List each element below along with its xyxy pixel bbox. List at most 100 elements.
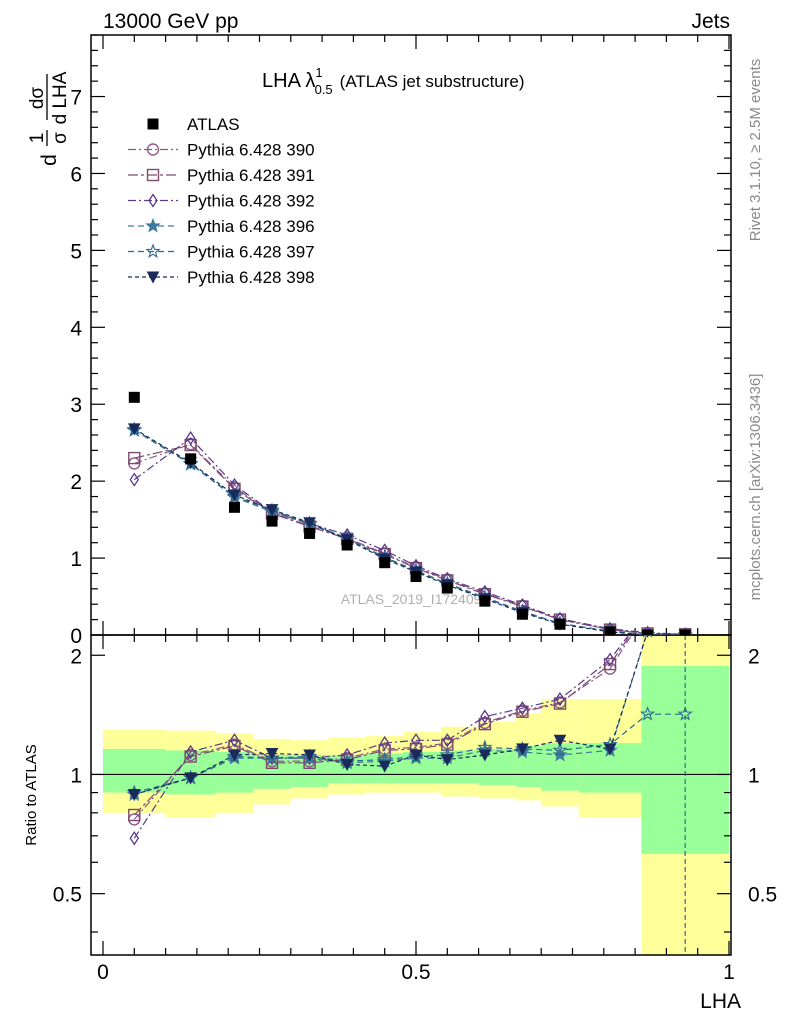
series-point [129,472,140,487]
ratio-series-group [126,635,693,846]
data-point [266,515,278,527]
ratio-point [646,635,650,638]
y-tick-label: 4 [70,317,82,340]
ratio-tick-label: 2 [748,645,760,668]
y-tick-label: 7 [70,87,82,110]
series-point [303,517,316,530]
ratio-point [555,691,565,707]
y-label-den1: σ [50,132,71,144]
ratio-point [516,743,529,756]
legend-marker [146,143,160,156]
ratio-panel-frame [90,634,732,956]
ratio-point [378,760,392,773]
ratio-point [128,813,141,826]
legend-label: Pythia 6.428 392 [187,192,315,211]
y-tick-label: 3 [70,394,82,417]
ratio-uncertainty-bands [91,635,731,955]
ratio-point [265,747,279,761]
ratio-point [677,706,693,721]
chart-title-sub: 0.5 [315,82,333,97]
ratio-point [552,746,568,762]
data-point [185,453,197,465]
ratio-tick-label: 1 [70,764,82,787]
ratio-tick-label: 0.5 [53,884,82,907]
legend-label: Pythia 6.428 396 [187,217,315,236]
data-point [642,629,654,635]
data-point [554,618,566,630]
ratio-point [480,709,490,724]
legend-label: Pythia 6.428 398 [187,268,315,287]
data-point [516,608,528,620]
data-point [604,626,616,635]
y-tick-label: 2 [70,471,82,494]
ratio-point [411,733,421,748]
ratio-point [229,733,240,748]
ratio-point [553,697,567,710]
ratio-point [642,635,653,638]
data-point [410,571,422,583]
x-tick-label: 0.5 [401,961,430,984]
ratio-point [442,733,453,748]
ratio-point [478,749,492,762]
y-label-num2: dσ [27,87,48,110]
series-point [228,489,241,502]
x-tick-label: 0 [97,961,109,984]
ratio-point [264,750,280,765]
header-left: 13000 GeV pp [103,10,238,33]
legend-marker [145,217,161,233]
ratio-point [184,772,197,785]
ratio-point [409,749,423,762]
data-point [228,501,240,513]
watermark: ATLAS_2019_I1724098 [341,591,490,607]
ratio-line [134,635,648,796]
data-point [341,539,353,551]
chart-title-suffix: (ATLAS jet substructure) [340,72,525,91]
series-point [127,423,141,436]
ratio-point [553,734,567,747]
y-tick-label: 0 [70,625,82,648]
legend-marker [147,118,159,130]
side-label-top: Rivet 3.1.10, ≥ 2.5M events [747,59,764,242]
ratio-point [603,743,617,756]
ratio-point [517,701,528,716]
legend-label: Pythia 6.428 391 [187,166,315,185]
data-point [128,391,140,403]
axis-ticks [91,34,731,955]
ratio-point [379,735,390,751]
y-label-prefix1: d [38,154,61,166]
axis-tick-labels: 0 1 2 3 4 5 6 7 0 0.5 1 0.5 0.5 1 1 2 2 [53,87,777,984]
chart-title: LHA λ1 0.5 (ATLAS jet substructure) [262,65,525,97]
y-label-den2: d LHA [50,71,71,124]
series-point [185,430,196,446]
ratio-tick-label: 1 [748,764,760,787]
chart-title-main: LHA λ [262,70,315,92]
x-axis-label: LHA [700,990,741,1013]
ratio-point [185,744,196,760]
legend-marker [148,193,158,208]
header-right: Jets [691,10,730,33]
ratio-tick-label: 0.5 [748,884,777,907]
main-series-group [126,391,693,635]
series-point [265,504,279,517]
ratio-point [128,808,141,822]
ratio-point [440,754,454,767]
data-point [479,595,491,607]
ratio-tick-label: 2 [70,645,82,668]
ratio-point [605,652,615,667]
ratio-point [639,706,656,721]
legend-marker [146,271,160,284]
y-tick-label: 6 [70,163,82,186]
data-point [679,629,691,635]
side-label-bottom: mcplots.cern.ch [arXiv:1306.3436] [747,374,764,601]
ratio-y-label: Ratio to ATLAS [23,744,40,845]
legend-marker [146,168,160,182]
y-tick-label: 1 [70,548,82,571]
data-point [441,582,453,594]
ratio-point [516,705,529,718]
y-axis-label: d 1 σ dσ d LHA [27,71,71,166]
y-label-num1: 1 [27,133,48,144]
ratio-point [478,717,492,731]
ratio-point [129,831,140,846]
data-point [379,557,391,569]
ratio-point [303,749,316,762]
